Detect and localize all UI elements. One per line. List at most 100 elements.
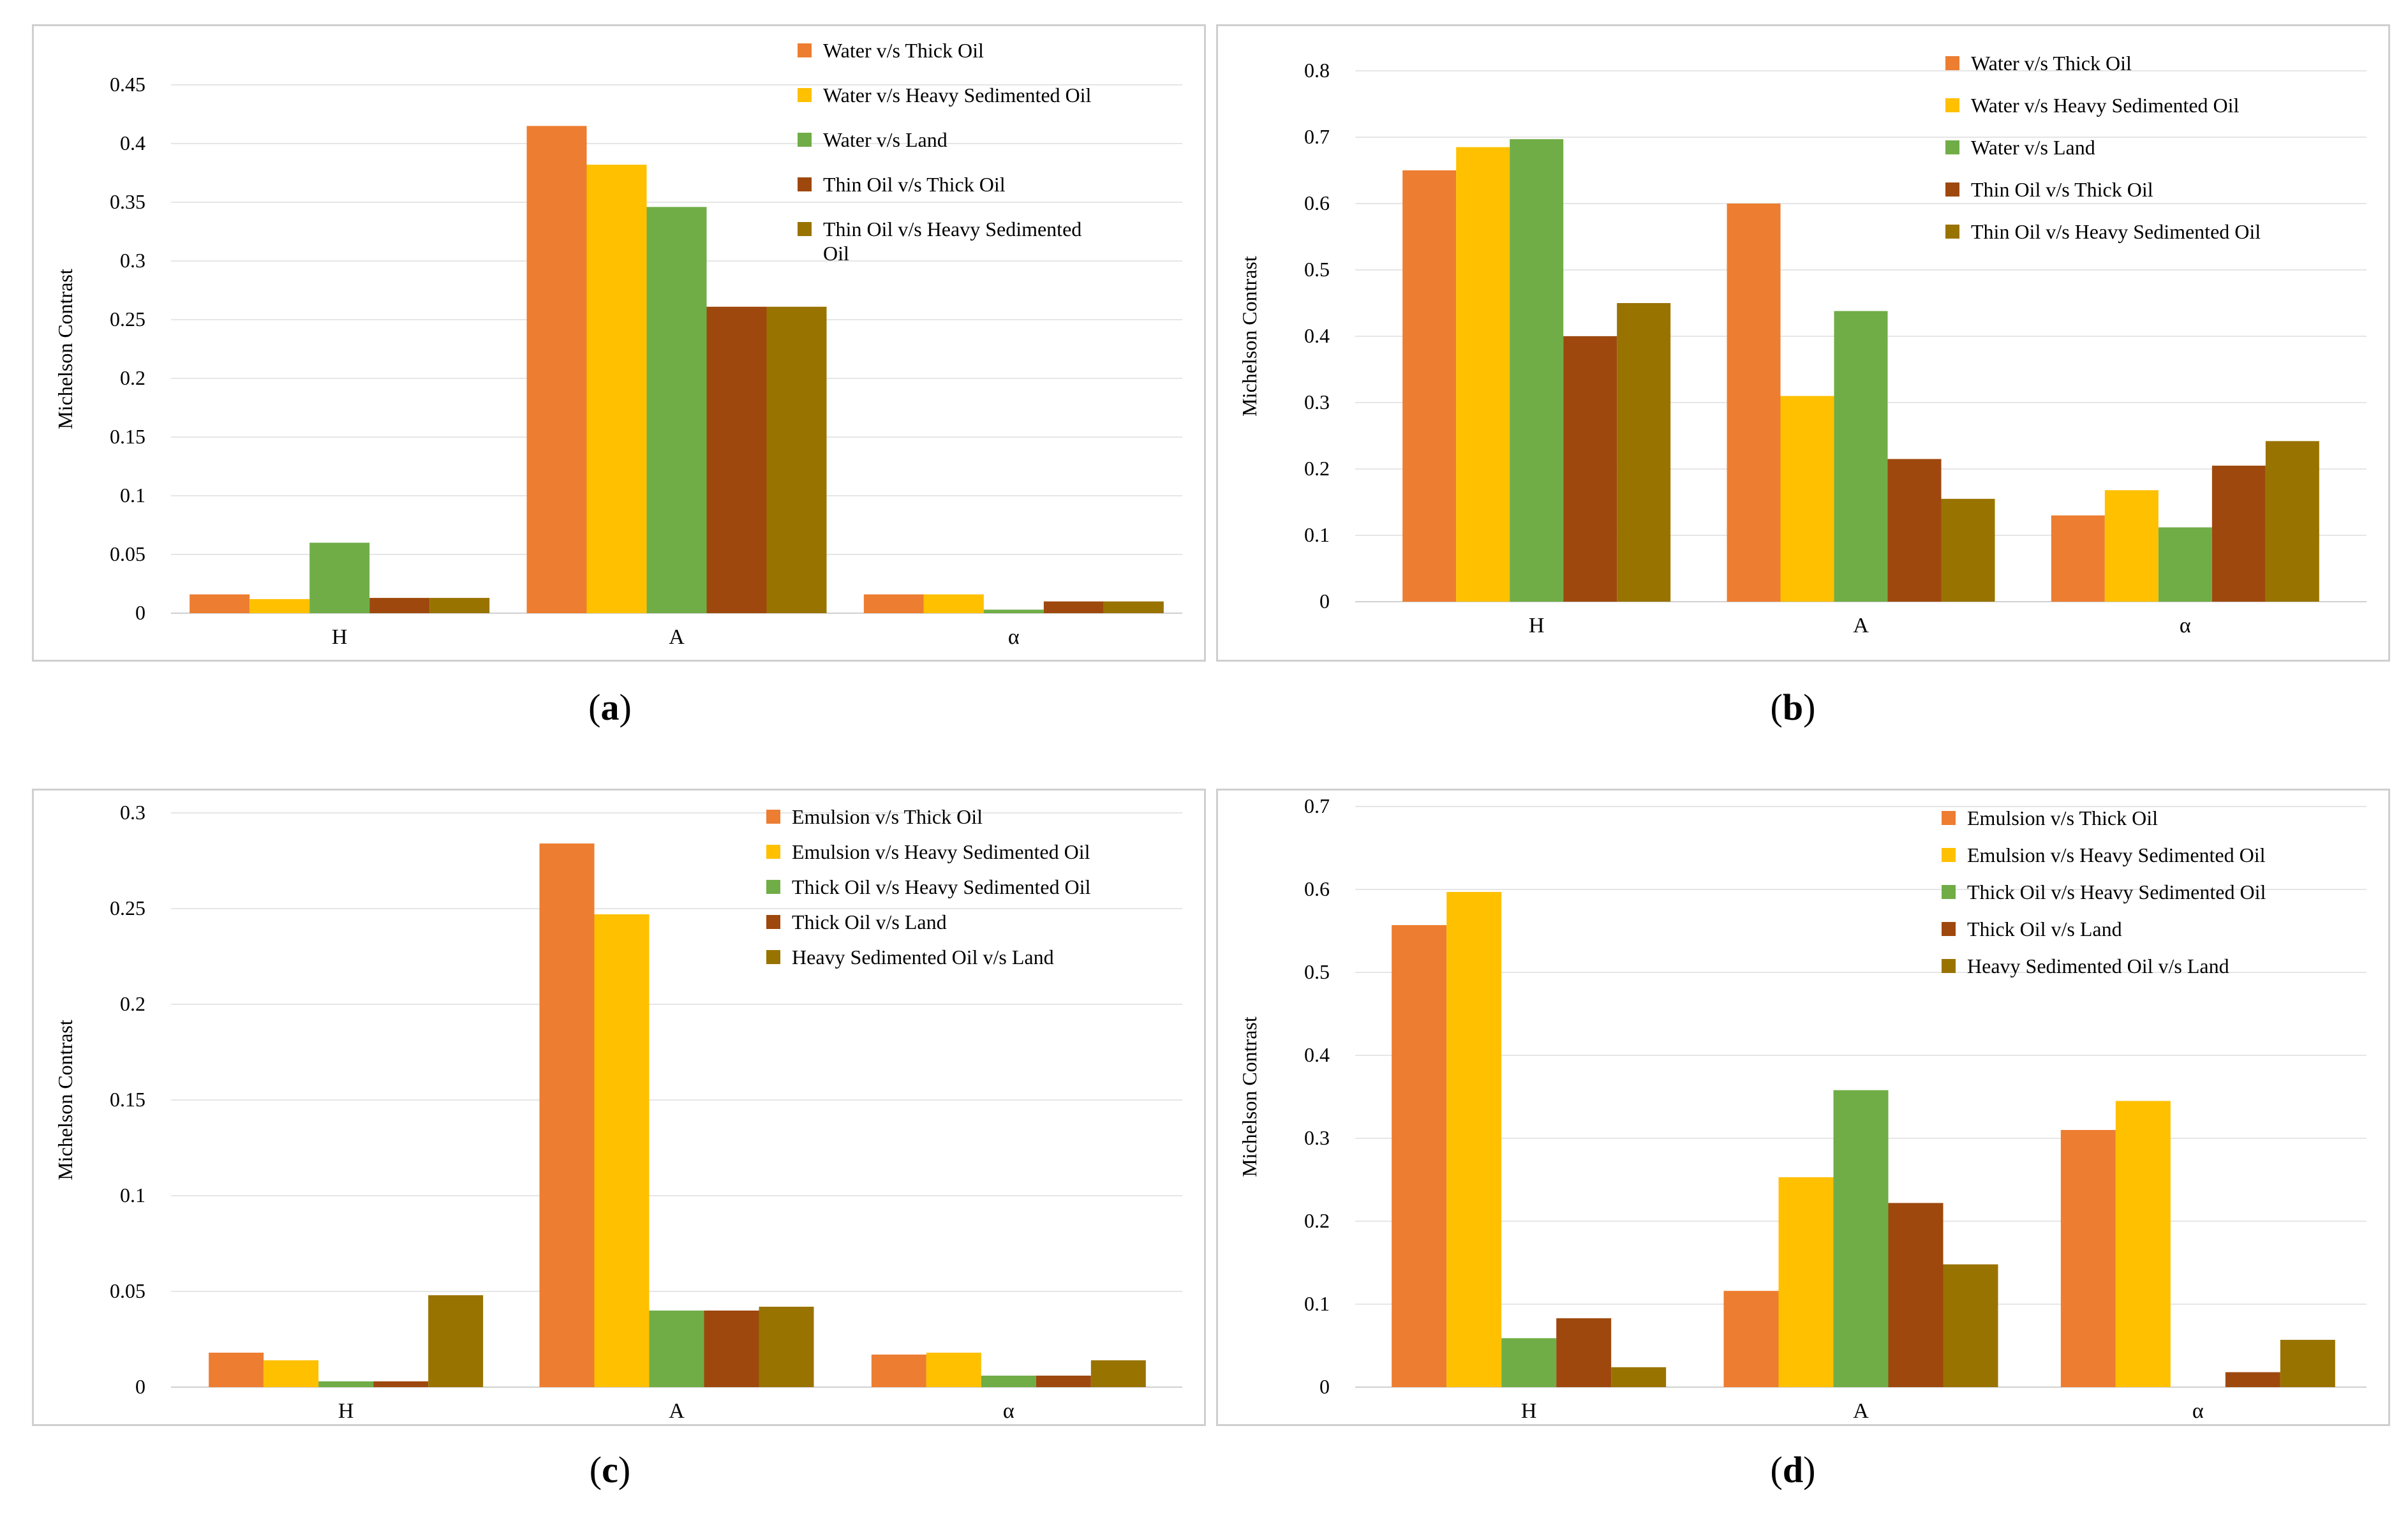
bar (369, 598, 430, 613)
y-tick-label: 0.15 (110, 1088, 145, 1111)
bar (759, 1307, 814, 1387)
bar (923, 594, 984, 613)
legend-label: Thin Oil v/s Heavy Sedimented (823, 218, 1081, 241)
bar (190, 594, 250, 613)
caption-d: (d) (1770, 1449, 1816, 1490)
y-tick-label: 0.2 (120, 992, 145, 1015)
bar (526, 126, 587, 613)
y-tick-label: 0 (135, 1375, 145, 1398)
legend-swatch (798, 88, 812, 102)
legend-swatch (1945, 225, 1959, 239)
bar (1888, 1203, 1943, 1387)
x-tick-label: α (1003, 1399, 1014, 1423)
legend-swatch (798, 222, 812, 236)
legend-swatch (1942, 959, 1956, 973)
bar (2051, 515, 2105, 602)
y-tick-label: 0 (135, 601, 145, 624)
y-tick-label: 0.4 (1304, 1043, 1330, 1066)
legend-swatch (798, 177, 812, 191)
legend-label: Emulsion v/s Thick Oil (1967, 806, 2158, 829)
bar (649, 1311, 704, 1387)
y-tick-label: 0.05 (110, 542, 145, 565)
bar (1402, 170, 1457, 602)
legend-swatch (1942, 885, 1956, 899)
legend-label: Water v/s Land (823, 128, 948, 151)
y-tick-label: 0.2 (1304, 457, 1330, 480)
y-tick-label: 0.1 (1304, 523, 1330, 546)
bar (1090, 1360, 1146, 1387)
caption-b-letter: b (1782, 687, 1804, 728)
bar (1446, 891, 1502, 1387)
bar (926, 1353, 981, 1387)
y-tick-label: 0.45 (110, 73, 145, 96)
bar (981, 1376, 1036, 1387)
legend-label: Water v/s Heavy Sedimented Oil (823, 84, 1092, 107)
legend-swatch (766, 950, 780, 964)
legend-swatch (1942, 922, 1956, 936)
x-tick-label: A (1853, 1399, 1869, 1423)
bar (264, 1360, 319, 1387)
legend-swatch (766, 880, 780, 894)
y-tick-label: 0.1 (120, 1184, 145, 1207)
bar (1501, 1338, 1557, 1387)
bar (766, 306, 827, 613)
y-tick-label: 0.7 (1304, 794, 1330, 817)
bar (2115, 1101, 2171, 1387)
legend-swatch (766, 915, 780, 929)
bar (309, 542, 370, 613)
bar (594, 914, 650, 1387)
bar (863, 594, 924, 613)
bar (1103, 601, 1164, 613)
chart-b-svg: 0 0.1 0.2 0.3 0.4 0.5 0.6 0.7 0.8 Michelson Contr… (1238, 52, 2367, 637)
bar (983, 609, 1044, 613)
y-tick-label: 0.35 (110, 190, 145, 213)
y-tick-label: 0.3 (120, 801, 145, 824)
y-tick-label: 0.5 (1304, 258, 1330, 281)
y-axis-label: Michelson Contrast (54, 269, 77, 429)
legend-swatch (798, 43, 812, 57)
bar (1834, 311, 1888, 602)
legend-label: Heavy Sedimented Oil v/s Land (1967, 955, 2229, 977)
legend-label: Emulsion v/s Heavy Sedimented Oil (1967, 843, 2266, 866)
bar (1456, 147, 1510, 602)
bar (1723, 1291, 1779, 1387)
legend-label: Thin Oil v/s Thick Oil (823, 173, 1006, 196)
chart-panel-a: 0 0.05 0.1 0.15 0.2 0.25 0.3 0.35 0.4 0.45 Michels… (32, 24, 1206, 662)
caption-a: (a) (588, 687, 632, 728)
bar (1510, 139, 1564, 602)
legend-label: Heavy Sedimented Oil v/s Land (792, 946, 1054, 969)
bar (428, 1295, 484, 1387)
bar (1727, 204, 1781, 602)
x-tick-label: α (2192, 1399, 2204, 1423)
caption-b: (b) (1770, 687, 1816, 728)
legend-label: Thick Oil v/s Land (1967, 918, 2122, 940)
legend-swatch (1945, 56, 1959, 70)
x-tick-label: H (338, 1399, 354, 1423)
x-tick-label: A (669, 625, 685, 649)
legend-swatch (1945, 98, 1959, 112)
y-tick-label: 0.4 (1304, 324, 1330, 347)
legend-label: Thick Oil v/s Land (792, 910, 947, 933)
legend-swatch (1945, 182, 1959, 197)
bar (1941, 498, 1995, 602)
bar (1887, 459, 1942, 602)
y-tick-label: 0.6 (1304, 877, 1330, 900)
y-tick-label: 0.2 (120, 366, 145, 389)
legend-label: Water v/s Heavy Sedimented Oil (1971, 94, 2240, 117)
y-tick-label: 0.4 (120, 131, 145, 154)
legend-swatch (1942, 848, 1956, 862)
y-tick-label: 0.25 (110, 308, 145, 331)
legend-label: Thin Oil v/s Heavy Sedimented Oil (1971, 220, 2261, 243)
y-tick-label: 0.1 (1304, 1292, 1330, 1315)
y-tick-label: 0.3 (1304, 1126, 1330, 1149)
legend-swatch (766, 810, 780, 824)
y-tick-label: 0.7 (1304, 125, 1330, 148)
y-tick-label: 0.5 (1304, 960, 1330, 983)
x-tick-label: α (1008, 625, 1020, 649)
legend-label: Water v/s Thick Oil (1971, 52, 2132, 75)
bar (1780, 396, 1834, 602)
bar (318, 1381, 374, 1387)
caption-c: (c) (589, 1449, 631, 1490)
x-tick-label: H (332, 625, 348, 649)
x-tick-label: H (1529, 614, 1545, 637)
